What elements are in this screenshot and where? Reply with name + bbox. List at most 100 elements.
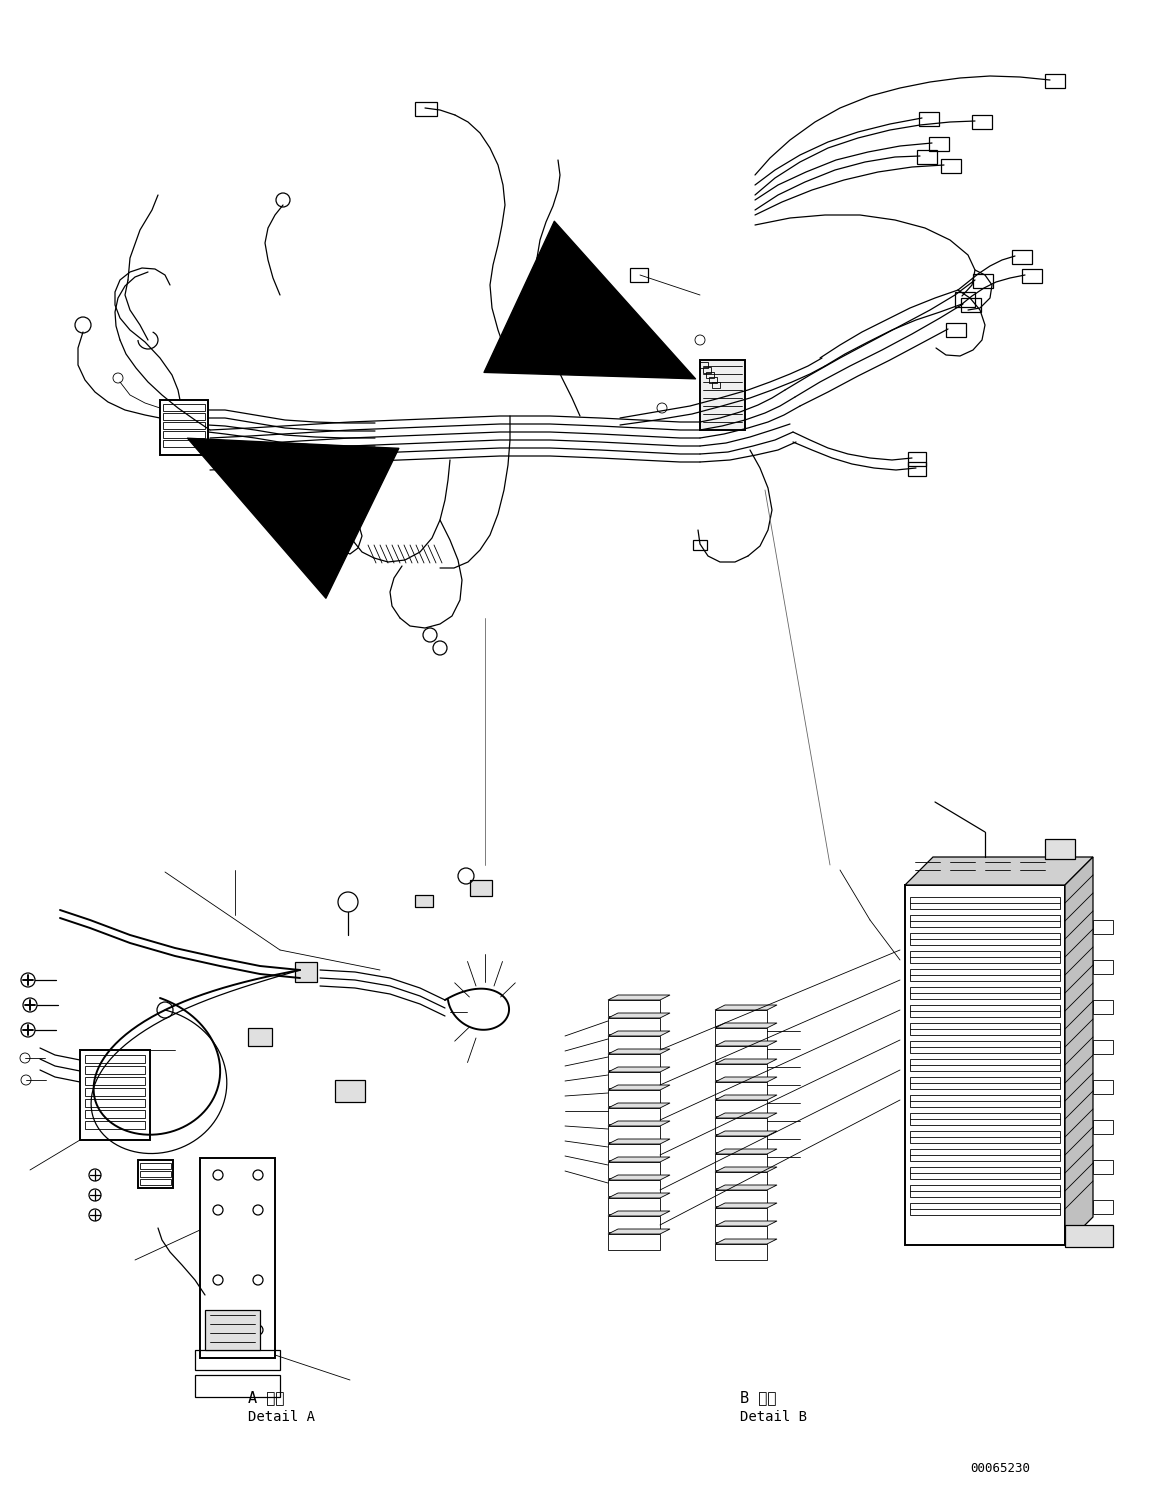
Bar [909, 1024, 1059, 1036]
Polygon shape [608, 1158, 670, 1162]
Polygon shape [715, 1131, 777, 1135]
Bar [909, 1042, 1059, 1054]
Bar [205, 1309, 261, 1350]
Polygon shape [715, 1024, 777, 1028]
Polygon shape [608, 995, 670, 1000]
Bar [608, 1018, 659, 1034]
Text: B 詳細: B 詳細 [740, 1390, 777, 1405]
Polygon shape [715, 1184, 777, 1190]
Bar [138, 1161, 173, 1187]
Bar [85, 1065, 145, 1074]
Text: Detail B: Detail B [740, 1411, 807, 1424]
Bar [909, 1077, 1059, 1089]
Bar [715, 1135, 768, 1152]
Bar [1093, 920, 1113, 934]
Bar [715, 1190, 768, 1205]
Bar [200, 1158, 274, 1359]
Text: Detail A: Detail A [248, 1411, 315, 1424]
Bar [1065, 1225, 1113, 1247]
Bar [909, 897, 1059, 909]
Bar [916, 150, 937, 164]
Bar [195, 1350, 280, 1370]
Bar [608, 1091, 659, 1106]
Bar [1093, 1199, 1113, 1214]
Polygon shape [608, 1176, 670, 1180]
Text: A 詳細: A 詳細 [248, 1390, 285, 1405]
Bar [608, 1109, 659, 1123]
Bar [929, 137, 949, 150]
Bar [909, 969, 1059, 981]
Bar [335, 1080, 365, 1103]
Bar [909, 987, 1059, 998]
Polygon shape [1065, 857, 1093, 1245]
Polygon shape [715, 1202, 777, 1208]
Bar [163, 414, 205, 420]
Bar [715, 1208, 768, 1225]
Bar [909, 951, 1059, 963]
Bar [955, 292, 975, 307]
Text: A: A [220, 455, 240, 479]
Bar [700, 362, 708, 368]
Bar [908, 461, 926, 476]
Bar [715, 1100, 768, 1116]
Bar [1046, 839, 1075, 859]
Bar [1093, 1000, 1113, 1013]
Bar [630, 268, 648, 283]
Bar [715, 1046, 768, 1062]
Bar [973, 274, 993, 289]
Bar [715, 1226, 768, 1242]
Bar [415, 894, 433, 908]
Bar [905, 885, 1065, 1245]
Bar [608, 1180, 659, 1196]
Bar [1093, 1161, 1113, 1174]
Bar [85, 1120, 145, 1129]
Bar [608, 1126, 659, 1141]
Bar [715, 1082, 768, 1098]
Polygon shape [715, 1222, 777, 1226]
Bar [160, 400, 208, 455]
Bar [608, 1234, 659, 1250]
Bar [715, 1173, 768, 1187]
Bar [700, 360, 745, 430]
Polygon shape [608, 1120, 670, 1126]
Polygon shape [715, 1113, 777, 1117]
Bar [163, 423, 205, 429]
Bar [608, 1054, 659, 1070]
Bar [909, 915, 1059, 927]
Bar [909, 1059, 1059, 1071]
Bar [163, 440, 205, 446]
Bar [715, 1155, 768, 1170]
Polygon shape [608, 1067, 670, 1071]
Bar [85, 1110, 145, 1117]
Bar [909, 1202, 1059, 1216]
Polygon shape [608, 1013, 670, 1018]
Bar [909, 1167, 1059, 1178]
Bar [85, 1055, 145, 1062]
Bar [908, 452, 926, 466]
Bar [1093, 1040, 1113, 1054]
Polygon shape [608, 1031, 670, 1036]
Polygon shape [715, 1077, 777, 1082]
Bar [715, 1010, 768, 1027]
Bar [706, 372, 714, 378]
Bar [85, 1088, 145, 1097]
Bar [295, 963, 317, 982]
Text: 00065230: 00065230 [970, 1463, 1030, 1475]
Bar [909, 1004, 1059, 1016]
Bar [709, 376, 718, 382]
Bar [1046, 74, 1065, 88]
Polygon shape [608, 1085, 670, 1091]
Polygon shape [715, 1042, 777, 1046]
Bar [712, 382, 720, 388]
Bar [85, 1100, 145, 1107]
Bar [248, 1028, 272, 1046]
Bar [163, 405, 205, 411]
Polygon shape [715, 1149, 777, 1155]
Polygon shape [715, 1059, 777, 1064]
Bar [909, 1131, 1059, 1143]
Bar [80, 1051, 150, 1140]
Polygon shape [608, 1138, 670, 1144]
Bar [195, 1375, 280, 1397]
Bar [715, 1117, 768, 1134]
Bar [608, 1000, 659, 1016]
